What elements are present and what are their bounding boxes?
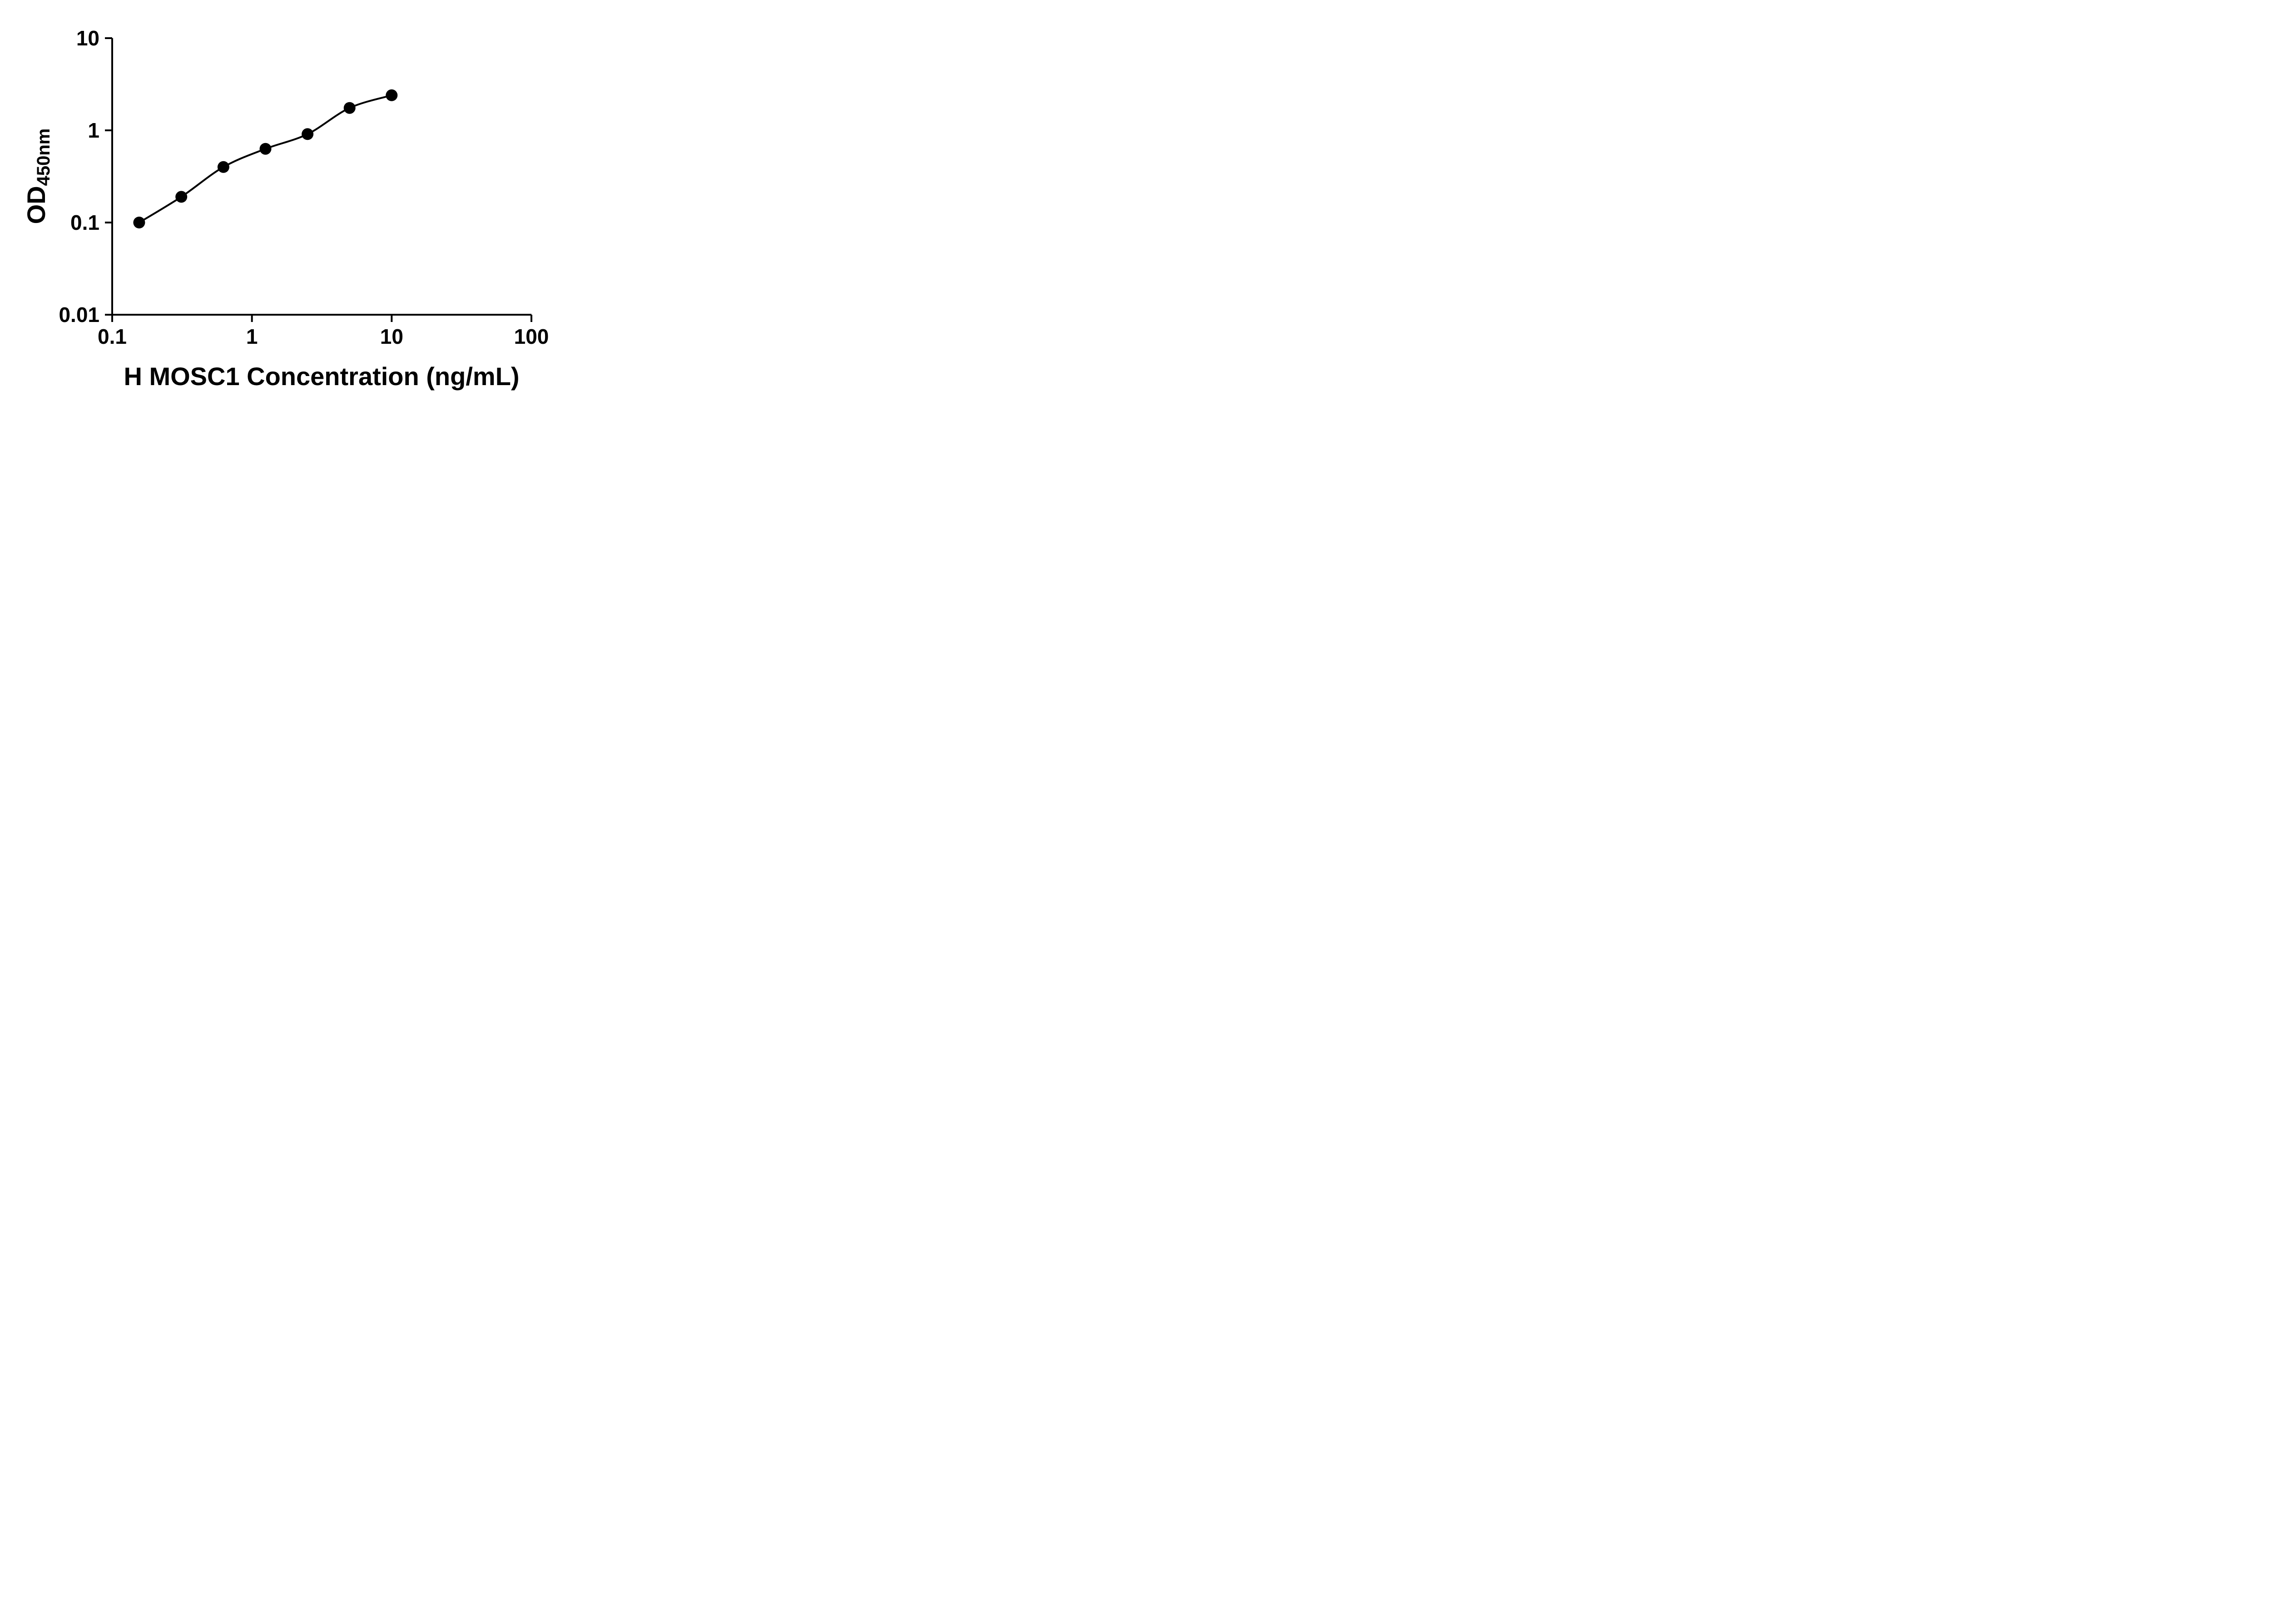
data-point bbox=[259, 143, 272, 155]
x-tick-label: 100 bbox=[514, 325, 549, 348]
data-point bbox=[175, 191, 188, 203]
y-axis-title-main: OD bbox=[22, 186, 50, 224]
elisa-standard-curve-figure: 10 1 0.1 0.01 0.1 1 10 100 OD450nm H MOSC1 Conc… bbox=[0, 0, 587, 406]
y-tick-label: 0.01 bbox=[59, 303, 99, 327]
y-tick-label: 1 bbox=[88, 119, 99, 142]
y-axis-title: OD450nm bbox=[22, 128, 54, 224]
x-tick-label: 10 bbox=[380, 325, 403, 348]
y-axis-title-subscript: 450nm bbox=[34, 128, 54, 186]
data-point bbox=[302, 128, 314, 140]
data-point bbox=[386, 89, 398, 101]
x-tick-label: 0.1 bbox=[98, 325, 127, 348]
x-axis-title: H MOSC1 Concentration (ng/mL) bbox=[124, 362, 520, 391]
data-point bbox=[343, 102, 356, 114]
data-point bbox=[133, 217, 145, 228]
data-point bbox=[217, 161, 229, 173]
fit-curve bbox=[138, 94, 393, 223]
y-tick-label: 10 bbox=[76, 26, 99, 50]
x-tick-label: 1 bbox=[246, 325, 258, 348]
y-tick-label: 0.1 bbox=[70, 211, 99, 234]
